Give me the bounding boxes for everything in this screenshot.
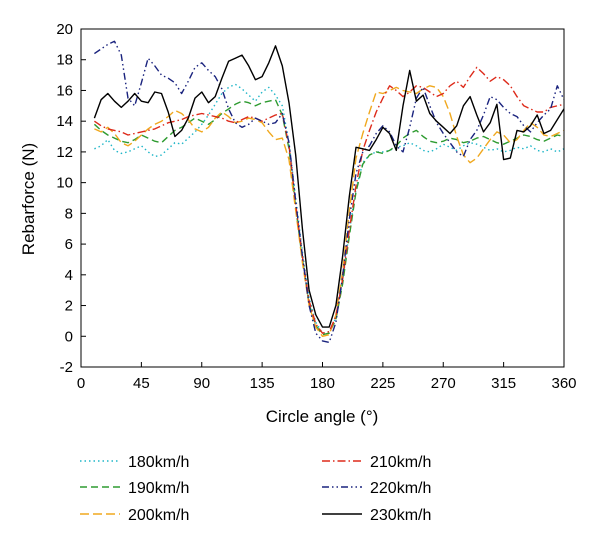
axes: 0 45 90 135 180 225 270 315 360-2024681012141618… [56,21,576,392]
legend: 180km/h 190km/h 200km/h 210km/h 220km/h 230km… [80,454,431,524]
y-tick-label: 4 [65,267,73,284]
series-line-180km-h [94,83,565,334]
x-tick-label: 225 [370,375,395,392]
x-tick-label: 0 [77,375,85,392]
legend-label: 230km/h [370,507,431,524]
x-tick-label: 360 [551,375,576,392]
x-tick-label: 315 [491,375,516,392]
legend-label: 190km/h [128,480,189,497]
series-line-190km-h [93,99,565,336]
y-tick-label: 6 [65,236,73,253]
legend-label: 210km/h [370,454,431,471]
y-tick-label: 12 [56,144,73,161]
y-axis-title: Rebarforce (N) [19,143,38,255]
x-axis-title: Circle angle (°) [266,407,379,426]
x-tick-label: 90 [193,375,210,392]
y-tick-label: 2 [65,298,73,315]
y-tick-label: 18 [56,52,73,69]
x-tick-label: 135 [250,375,275,392]
legend-label: 200km/h [128,507,189,524]
legend-label: 180km/h [128,454,189,471]
x-tick-label: 45 [133,375,150,392]
series-line-200km-h [94,85,565,337]
y-tick-label: 8 [65,205,73,222]
plot-area [93,40,565,344]
y-tick-label: 10 [56,175,73,192]
y-tick-label: 16 [56,82,73,99]
series-line-230km-h [93,45,565,328]
y-tick-label: 0 [65,328,73,345]
y-tick-label: 20 [56,21,73,38]
y-tick-label: -2 [60,359,73,376]
series-line-210km-h [94,66,565,334]
series-line-220km-h [94,40,565,344]
x-tick-label: 270 [431,375,456,392]
x-tick-label: 180 [310,375,335,392]
legend-label: 220km/h [370,480,431,497]
y-tick-label: 14 [56,113,73,130]
